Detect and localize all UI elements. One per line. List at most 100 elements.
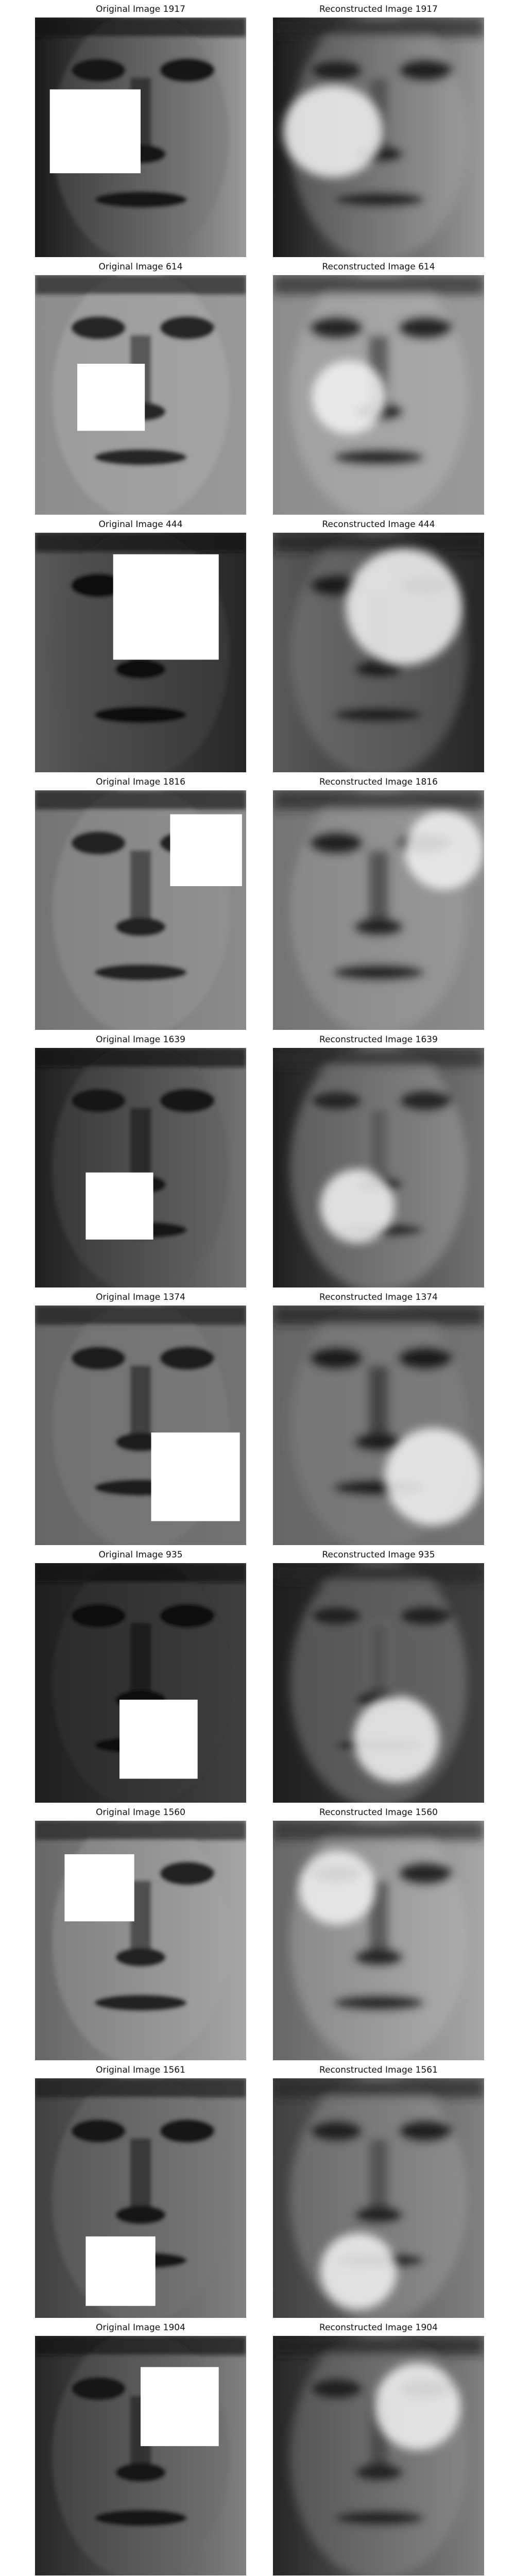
reconstructed-image-title: Reconstructed Image 1561: [319, 2065, 438, 2075]
original-image: [35, 1306, 246, 1545]
right-eye: [159, 1346, 215, 1370]
mouth: [94, 2510, 187, 2527]
original-image-canvas: [35, 18, 246, 257]
reconstructed-image-cell: Reconstructed Image 1816: [273, 773, 484, 1030]
original-image-title: Original Image 1917: [96, 4, 185, 14]
hairline: [273, 2336, 484, 2355]
hairline: [273, 533, 484, 552]
original-image-canvas: [35, 1306, 246, 1545]
original-image-canvas: [35, 2078, 246, 2318]
left-eye: [308, 2377, 364, 2401]
mouth: [332, 191, 425, 208]
right-eye: [397, 1346, 453, 1370]
hairline: [35, 1821, 246, 1840]
left-eye: [71, 316, 126, 340]
occlusion-mask: [85, 2236, 156, 2306]
original-image-canvas: [35, 2336, 246, 2575]
original-image-title: Original Image 614: [98, 262, 183, 272]
reconstructed-image-canvas: [273, 2336, 484, 2575]
reconstructed-region: [353, 1696, 440, 1783]
hairline: [273, 1821, 484, 1840]
reconstructed-region: [299, 1851, 376, 1925]
original-image-canvas: [35, 790, 246, 1030]
left-eye: [71, 573, 126, 598]
hairline: [273, 1563, 484, 1583]
mouth: [94, 449, 187, 466]
right-eye: [397, 58, 453, 82]
mouth: [94, 964, 187, 981]
right-eye: [159, 1861, 215, 1886]
reconstructed-image: [273, 2336, 484, 2575]
nose-ridge: [130, 2138, 151, 2210]
right-eye: [159, 1089, 215, 1113]
original-image: [35, 275, 246, 515]
reconstructed-image-cell: Reconstructed Image 935: [273, 1546, 484, 1803]
left-eye: [71, 58, 126, 82]
nose-ridge: [368, 1365, 389, 1437]
image-pair-row: Original Image 1560 Reconstructed Image 1…: [0, 1803, 515, 2061]
right-eye: [159, 316, 215, 340]
reconstructed-image: [273, 790, 484, 1030]
image-pair-row: Original Image 614 Reconstructed Image 61…: [0, 258, 515, 515]
original-image: [35, 1821, 246, 2060]
reconstructed-region: [312, 360, 386, 434]
face-features: [35, 1048, 246, 1287]
hairline: [273, 1306, 484, 1325]
original-image-cell: Original Image 1560: [35, 1803, 246, 2061]
nostrils: [115, 1947, 166, 1967]
right-eye: [397, 2119, 453, 2143]
reconstructed-image-title: Reconstructed Image 1639: [319, 1035, 438, 1045]
reconstructed-image-canvas: [273, 1821, 484, 2060]
hairline: [35, 1563, 246, 1583]
nostrils: [115, 2463, 166, 2482]
left-eye: [71, 831, 126, 855]
reconstructed-image-title: Reconstructed Image 444: [322, 519, 435, 530]
hairline: [35, 1306, 246, 1325]
original-image-cell: Original Image 1374: [35, 1288, 246, 1546]
left-eye: [308, 831, 364, 855]
reconstructed-image-title: Reconstructed Image 1904: [319, 2323, 438, 2333]
reconstructed-image: [273, 2078, 484, 2318]
reconstructed-region: [384, 1428, 483, 1526]
nostrils: [353, 2205, 404, 2225]
original-image: [35, 18, 246, 257]
occlusion-mask: [64, 1854, 134, 1922]
nostrils: [353, 1947, 404, 1967]
left-eye: [71, 1346, 126, 1370]
mouth: [94, 1994, 187, 2011]
nostrils: [353, 917, 404, 937]
reconstructed-image-cell: Reconstructed Image 1917: [273, 0, 484, 258]
reconstructed-region: [404, 810, 484, 890]
nostrils: [115, 659, 166, 679]
reconstructed-image-title: Reconstructed Image 1917: [319, 4, 438, 14]
reconstructed-image-canvas: [273, 2078, 484, 2318]
original-image-cell: Original Image 614: [35, 258, 246, 515]
original-image: [35, 533, 246, 772]
reconstructed-region: [320, 1169, 395, 1243]
nostrils: [115, 2205, 166, 2225]
original-image-title: Original Image 1639: [96, 1035, 185, 1045]
image-pair-row: Original Image 1816 Reconstructed Image 1…: [0, 773, 515, 1030]
reconstructed-image-cell: Reconstructed Image 444: [273, 515, 484, 773]
original-image-title: Original Image 1560: [96, 1807, 185, 1818]
original-image-cell: Original Image 1561: [35, 2061, 246, 2318]
original-image-title: Original Image 1374: [96, 1292, 185, 1302]
left-eye: [71, 1604, 126, 1628]
right-eye: [159, 58, 215, 82]
reconstructed-image-title: Reconstructed Image 1560: [319, 1807, 438, 1818]
nose-ridge: [368, 850, 389, 922]
nose-ridge: [368, 1623, 389, 1695]
original-image-canvas: [35, 1821, 246, 2060]
original-image: [35, 790, 246, 1030]
hairline: [273, 790, 484, 810]
mouth: [332, 1994, 425, 2011]
original-image-cell: Original Image 935: [35, 1546, 246, 1803]
reconstructed-image: [273, 1821, 484, 2060]
original-image: [35, 1563, 246, 1803]
original-image-title: Original Image 444: [98, 519, 183, 530]
hairline: [35, 790, 246, 810]
hairline: [35, 275, 246, 295]
hairline: [273, 1048, 484, 1067]
hairline: [273, 18, 484, 37]
